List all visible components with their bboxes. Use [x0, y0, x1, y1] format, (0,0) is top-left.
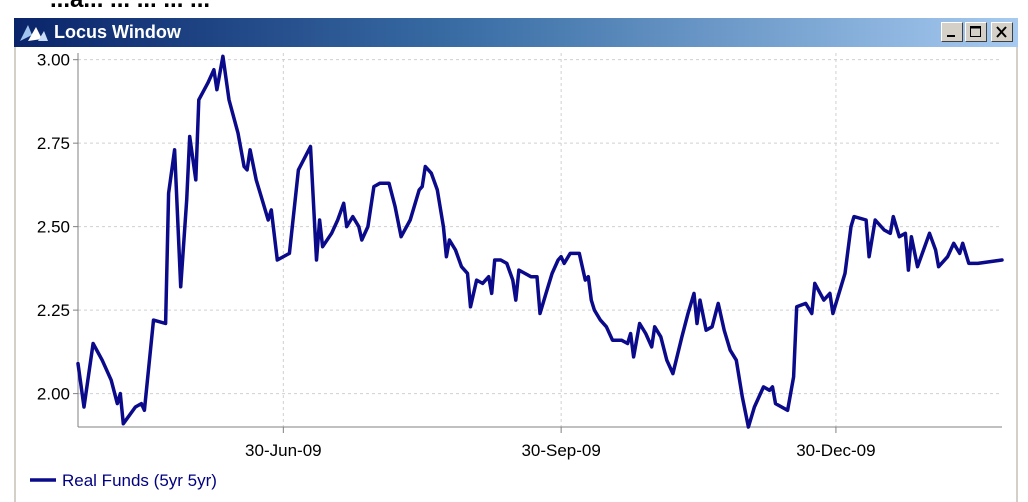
chart-panel: 2.00 2.25 2.50 2.75 3.00 30-Jun-09 30-Sep-09 30…	[14, 47, 1018, 502]
top-clipped-caption: ...a... ... ... ... ...	[0, 0, 1028, 18]
line-chart: 2.00 2.25 2.50 2.75 3.00 30-Jun-09 30-Sep-09 30…	[30, 51, 1004, 490]
maximize-icon	[970, 26, 981, 37]
legend: Real Funds (5yr 5yr)	[30, 471, 217, 490]
clipped-caption-text: ...a... ... ... ... ...	[50, 0, 210, 14]
y-tick-label: 2.00	[37, 385, 70, 404]
series-line	[76, 54, 1004, 429]
x-tick-label: 30-Sep-09	[521, 441, 600, 460]
minimize-button[interactable]	[941, 22, 963, 42]
tick-labels: 2.00 2.25 2.50 2.75 3.00 30-Jun-09 30-Sep-09 30…	[37, 51, 876, 460]
y-tick-label: 3.00	[37, 51, 70, 70]
legend-label: Real Funds (5yr 5yr)	[62, 471, 217, 490]
window-title: Locus Window	[54, 22, 181, 42]
maximize-button[interactable]	[965, 22, 987, 42]
y-tick-label: 2.50	[37, 218, 70, 237]
locus-app-icon	[20, 25, 48, 41]
x-tick-label: 30-Jun-09	[245, 441, 322, 460]
x-tick-label: 30-Dec-09	[796, 441, 875, 460]
title-bar[interactable]: Locus Window	[14, 18, 1018, 47]
minimize-icon	[947, 35, 955, 37]
gridlines	[77, 52, 1003, 428]
plot-area	[77, 52, 1003, 428]
series-layer	[76, 54, 1004, 429]
y-tick-label: 2.25	[37, 301, 70, 320]
close-button[interactable]	[991, 22, 1013, 42]
close-icon	[996, 26, 1007, 38]
y-tick-label: 2.75	[37, 134, 70, 153]
